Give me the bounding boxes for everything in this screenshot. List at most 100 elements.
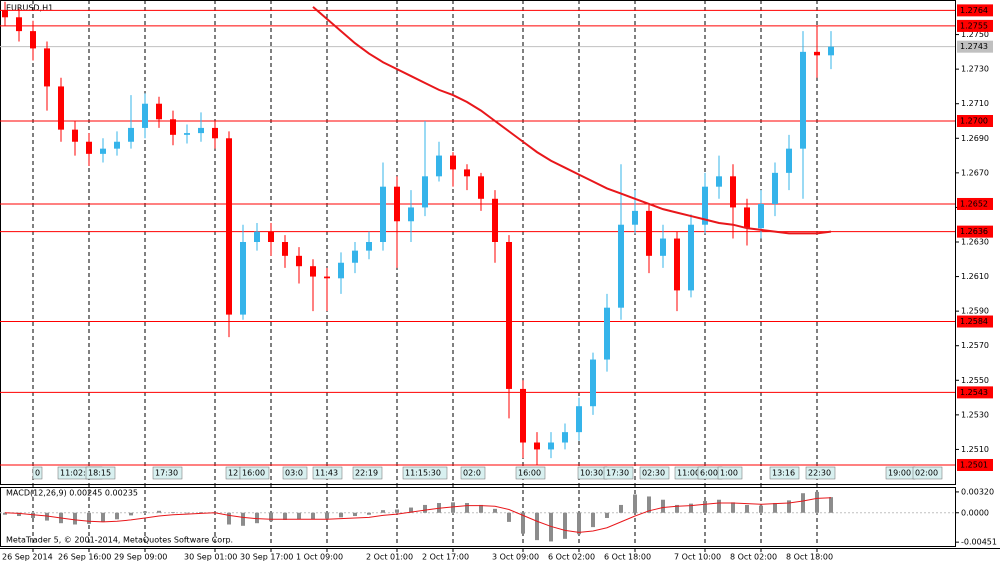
y-tick-label: 1.2510 bbox=[961, 445, 989, 454]
trade-box bbox=[515, 466, 546, 480]
macd-bar bbox=[171, 512, 175, 513]
y-tick-label: 1.2550 bbox=[961, 376, 989, 385]
trade-label: 12 bbox=[228, 469, 238, 478]
macd-bar bbox=[661, 499, 665, 513]
candle-body bbox=[380, 186, 386, 242]
candle-body bbox=[58, 86, 64, 130]
macd-bar bbox=[241, 512, 245, 526]
trade-label: 22:30 bbox=[808, 469, 831, 478]
macd-y-tick-label: 0.0000 bbox=[961, 508, 989, 517]
candle-body bbox=[114, 141, 120, 149]
macd-bar bbox=[521, 512, 525, 534]
price-level-label: 1.2755 bbox=[960, 21, 988, 30]
macd-bar bbox=[17, 512, 21, 517]
macd-frame bbox=[0, 487, 956, 547]
trade-label: 1:00 bbox=[720, 469, 738, 478]
candle-body bbox=[254, 231, 260, 242]
trade-box bbox=[460, 466, 486, 480]
macd-bar bbox=[773, 502, 777, 513]
macd-bar bbox=[283, 512, 287, 520]
trade-box bbox=[639, 466, 670, 480]
macd-bar bbox=[577, 512, 581, 535]
price-level-label: 1.2501 bbox=[960, 460, 988, 469]
y-tick-label: 1.2590 bbox=[961, 307, 989, 316]
price-level-box bbox=[957, 19, 993, 32]
x-tick-label: 3 Oct 09:00 bbox=[492, 553, 539, 562]
price-level-box bbox=[957, 4, 993, 17]
candle-body bbox=[576, 406, 582, 433]
candle-body bbox=[156, 103, 162, 120]
price-level-box bbox=[957, 115, 993, 127]
x-tick-label: 8 Oct 18:00 bbox=[786, 553, 833, 562]
macd-bar bbox=[815, 491, 819, 513]
trade-label: 02:30 bbox=[642, 469, 665, 478]
trade-box bbox=[282, 466, 308, 480]
price-level-box bbox=[957, 458, 993, 471]
y-tick-label: 1.2570 bbox=[961, 341, 989, 350]
macd-bar bbox=[423, 504, 427, 513]
candle-body bbox=[744, 207, 750, 229]
macd-bar bbox=[101, 512, 105, 522]
macd-bar bbox=[255, 512, 259, 524]
copyright: MetaTrader 5, © 2001-2014, MetaQuotes So… bbox=[6, 536, 233, 545]
candle-body bbox=[646, 210, 652, 256]
trade-box bbox=[912, 466, 943, 480]
candle-body bbox=[366, 242, 372, 251]
macd-bar bbox=[87, 512, 91, 524]
candle-body bbox=[548, 442, 554, 450]
candle-body bbox=[660, 238, 666, 256]
macd-bar bbox=[465, 502, 469, 513]
trade-label: 10:30 bbox=[580, 469, 603, 478]
candle-body bbox=[394, 186, 400, 222]
price-level-label: 1.2652 bbox=[960, 199, 988, 208]
trade-box bbox=[239, 466, 270, 480]
y-tick-label: 1.2690 bbox=[961, 134, 989, 143]
candle-body bbox=[44, 48, 50, 87]
trade-label: 17:30 bbox=[606, 469, 629, 478]
macd-bar bbox=[479, 504, 483, 513]
x-tick-label: 26 Sep 16:00 bbox=[58, 553, 111, 562]
trade-box bbox=[402, 466, 448, 480]
trade-label: 11:15:30 bbox=[405, 469, 441, 478]
trade-label: 17:30 bbox=[155, 469, 178, 478]
x-tick-label: 29 Sep 09:00 bbox=[114, 553, 167, 562]
macd-bar bbox=[591, 512, 595, 528]
price-level-box bbox=[957, 225, 993, 238]
candle-body bbox=[716, 176, 722, 187]
candle-body bbox=[604, 307, 610, 360]
candle-body bbox=[814, 51, 820, 56]
macd-bar bbox=[703, 501, 707, 513]
y-tick-label: 1.2710 bbox=[961, 99, 989, 108]
candle-body bbox=[632, 210, 638, 225]
trade-label: 16:00 bbox=[242, 469, 265, 478]
candle-body bbox=[240, 242, 246, 315]
trade-label: 03:0 bbox=[285, 469, 303, 478]
macd-bar bbox=[115, 512, 119, 520]
trade-box bbox=[152, 466, 183, 480]
candle-body bbox=[436, 155, 442, 177]
trade-label: 19:00 bbox=[888, 469, 911, 478]
x-tick-label: 8 Oct 02:00 bbox=[730, 553, 777, 562]
candle-body bbox=[324, 276, 330, 279]
candle-body bbox=[72, 129, 78, 142]
candle-body bbox=[618, 224, 624, 308]
macd-bar bbox=[157, 510, 161, 513]
candle-body bbox=[464, 169, 470, 177]
macd-bar bbox=[605, 512, 609, 518]
candle-body bbox=[828, 46, 834, 56]
candle-body bbox=[730, 176, 736, 208]
candle-body bbox=[212, 127, 218, 139]
candle-body bbox=[100, 148, 106, 154]
macd-bar bbox=[3, 512, 7, 515]
candle-body bbox=[422, 176, 428, 208]
candle-body bbox=[86, 141, 92, 154]
candle-body bbox=[30, 31, 36, 49]
macd-y-tick-label: 0.00320 bbox=[961, 487, 994, 496]
macd-bar bbox=[549, 512, 553, 542]
macd-bar bbox=[367, 512, 371, 515]
candle-body bbox=[184, 133, 190, 135]
y-tick-label: 1.2610 bbox=[961, 272, 989, 281]
macd-bar bbox=[185, 512, 189, 514]
